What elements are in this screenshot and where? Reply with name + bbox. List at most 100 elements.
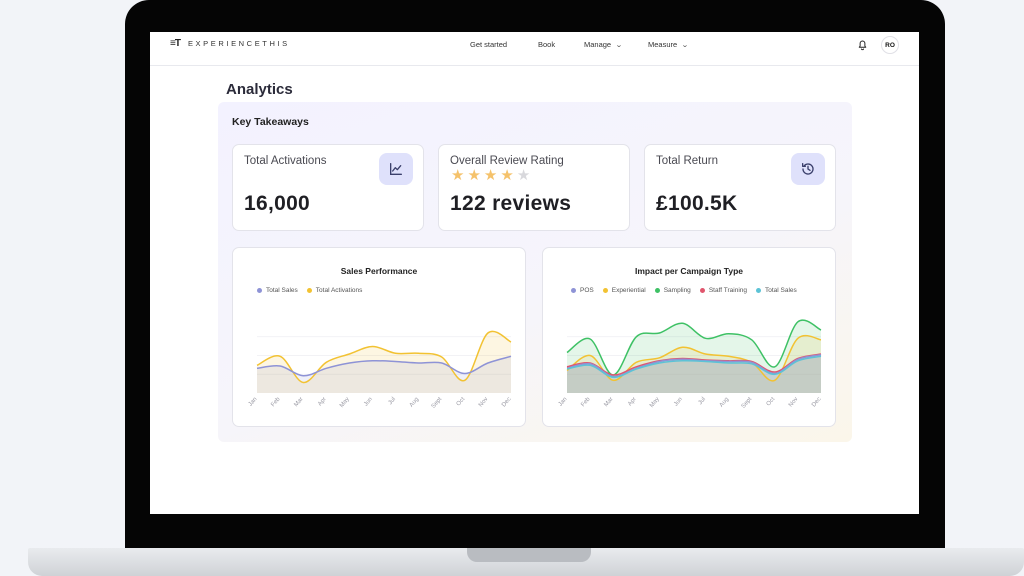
- legend-label: Staff Training: [708, 287, 747, 294]
- nav-link-manage[interactable]: Manage ⌄: [584, 40, 623, 49]
- x-tick-label: Aug: [719, 396, 730, 408]
- x-tick-label: Feb: [580, 396, 592, 408]
- x-tick-label: Sept: [741, 396, 754, 410]
- line-chart-icon: [379, 153, 413, 185]
- nav-link-get-started[interactable]: Get started: [470, 40, 507, 49]
- legend-label: POS: [580, 287, 594, 294]
- legend-label: Sampling: [663, 287, 691, 294]
- card-label: Total Return: [656, 155, 719, 167]
- legend-item-total-sales[interactable]: Total Sales: [257, 287, 298, 294]
- x-tick-label: Apr: [627, 396, 638, 407]
- card-value: £100.5K: [656, 192, 738, 215]
- x-tick-label: Dec: [501, 396, 512, 408]
- x-tick-label: Jun: [363, 396, 374, 407]
- star-filled-icon: ★: [500, 167, 514, 184]
- nav-link-label: Book: [538, 40, 556, 49]
- logo-text: EXPERIENCETHIS: [187, 39, 290, 48]
- panel-title: Key Takeaways: [232, 116, 309, 128]
- legend-swatch: [602, 288, 608, 293]
- series-line-experiential[interactable]: [566, 334, 822, 382]
- nav-link-book[interactable]: Book: [538, 40, 555, 49]
- series-line-pos[interactable]: [566, 354, 822, 378]
- series-area-pos: [567, 354, 821, 393]
- series-line-total-sales[interactable]: [256, 355, 512, 377]
- series-area-total-activations: [257, 331, 511, 393]
- key-takeaways-panel: Key Takeaways Total Activations 16,000 O…: [218, 102, 852, 442]
- chart-legend: POS Experiential Sampling Staff Training…: [571, 287, 797, 294]
- nav-link-measure[interactable]: Measure ⌄: [648, 40, 689, 49]
- legend-swatch: [257, 288, 262, 293]
- campaign-impact-chart: Impact per Campaign Type POS Experientia…: [542, 247, 836, 427]
- x-tick-label: Apr: [317, 396, 328, 407]
- star-filled-icon: ★: [467, 167, 481, 184]
- chevron-down-icon: ⌄: [615, 41, 623, 49]
- legend-label: Experiential: [611, 287, 646, 294]
- x-tick-label: Jul: [388, 396, 398, 406]
- top-navigation: ≡T EXPERIENCETHIS Get started Book Manag…: [150, 32, 919, 66]
- laptop-notch: [467, 548, 591, 562]
- card-label: Total Activations: [244, 155, 327, 167]
- legend-item-total-sales[interactable]: Total Sales: [756, 287, 797, 294]
- chart-legend: Total Sales Total Activations: [257, 287, 362, 294]
- x-tick-label: Jan: [558, 396, 569, 407]
- star-filled-icon: ★: [483, 167, 498, 184]
- series-area-sampling: [567, 320, 821, 393]
- legend-swatch: [571, 288, 576, 293]
- legend-label: Total Sales: [266, 287, 298, 294]
- series-line-total-activations[interactable]: [256, 330, 512, 384]
- series-line-total-sales[interactable]: [566, 355, 822, 379]
- x-tick-label: Feb: [270, 396, 282, 408]
- x-tick-label: Aug: [409, 396, 420, 408]
- series-area-experiential: [567, 335, 821, 393]
- x-tick-label: May: [339, 396, 351, 409]
- x-tick-label: May: [649, 396, 661, 409]
- logo[interactable]: ≡T EXPERIENCETHIS: [170, 38, 290, 49]
- legend-item-experiential[interactable]: Experiential: [602, 287, 646, 294]
- legend-item-sampling[interactable]: Sampling: [654, 287, 691, 294]
- star-filled-icon: ★: [451, 167, 465, 184]
- card-label: Overall Review Rating: [450, 155, 564, 167]
- x-tick-label: Dec: [811, 396, 822, 408]
- legend-swatch: [756, 288, 761, 293]
- x-tick-label: Jul: [698, 396, 708, 406]
- x-tick-label: Nov: [478, 396, 489, 408]
- x-tick-label: Mar: [293, 396, 304, 408]
- bell-icon[interactable]: [856, 38, 869, 51]
- series-line-staff-training[interactable]: [566, 353, 822, 376]
- card-value: 122 reviews: [450, 192, 572, 215]
- series-area-total-sales: [567, 356, 821, 393]
- total-return-card: Total Return £100.5K: [644, 144, 836, 231]
- x-tick-label: Mar: [603, 396, 614, 408]
- legend-label: Total Activations: [315, 287, 363, 294]
- x-tick-label: Nov: [788, 396, 799, 408]
- page-title: Analytics: [226, 81, 293, 98]
- legend-label: Total Sales: [765, 287, 797, 294]
- logo-mark-icon: ≡T: [170, 38, 181, 49]
- nav-link-label: Manage: [584, 40, 612, 49]
- legend-swatch: [699, 288, 705, 293]
- nav-link-label: Measure: [648, 40, 678, 49]
- legend-item-total-activations[interactable]: Total Activations: [306, 287, 363, 294]
- legend-swatch: [654, 288, 660, 293]
- user-avatar[interactable]: RO: [881, 36, 899, 54]
- star-rating: ★ ★ ★ ★ ★: [451, 168, 530, 183]
- legend-item-pos[interactable]: POS: [571, 287, 594, 294]
- x-tick-label: Sept: [431, 396, 444, 410]
- chart-title: Impact per Campaign Type: [634, 266, 743, 276]
- nav-link-label: Get started: [470, 40, 508, 49]
- chart-plot: Jan Feb Mar Apr May Jun Jul Aug Sept Oct Nov Dec: [248, 330, 513, 410]
- chart-title: Sales Performance: [340, 266, 418, 276]
- x-tick-label: Jun: [673, 396, 684, 407]
- sales-performance-chart: Sales Performance Total Sales Total Acti…: [232, 247, 526, 427]
- review-rating-card: Overall Review Rating ★ ★ ★ ★ ★ 122 reviews: [438, 144, 630, 231]
- chevron-down-icon: ⌄: [681, 41, 689, 49]
- total-activations-card: Total Activations 16,000: [232, 144, 424, 231]
- x-tick-label: Jan: [248, 396, 259, 407]
- legend-item-staff-training[interactable]: Staff Training: [699, 287, 747, 294]
- chart-plot: Jan Feb Mar Apr May Jun Jul Aug Sept Oct Nov Dec: [558, 319, 823, 410]
- app-screen: ≡T EXPERIENCETHIS Get started Book Manag…: [150, 32, 919, 514]
- legend-swatch: [306, 288, 312, 293]
- star-empty-icon: ★: [516, 167, 531, 184]
- history-icon: [791, 153, 825, 185]
- x-tick-label: Oct: [456, 396, 467, 407]
